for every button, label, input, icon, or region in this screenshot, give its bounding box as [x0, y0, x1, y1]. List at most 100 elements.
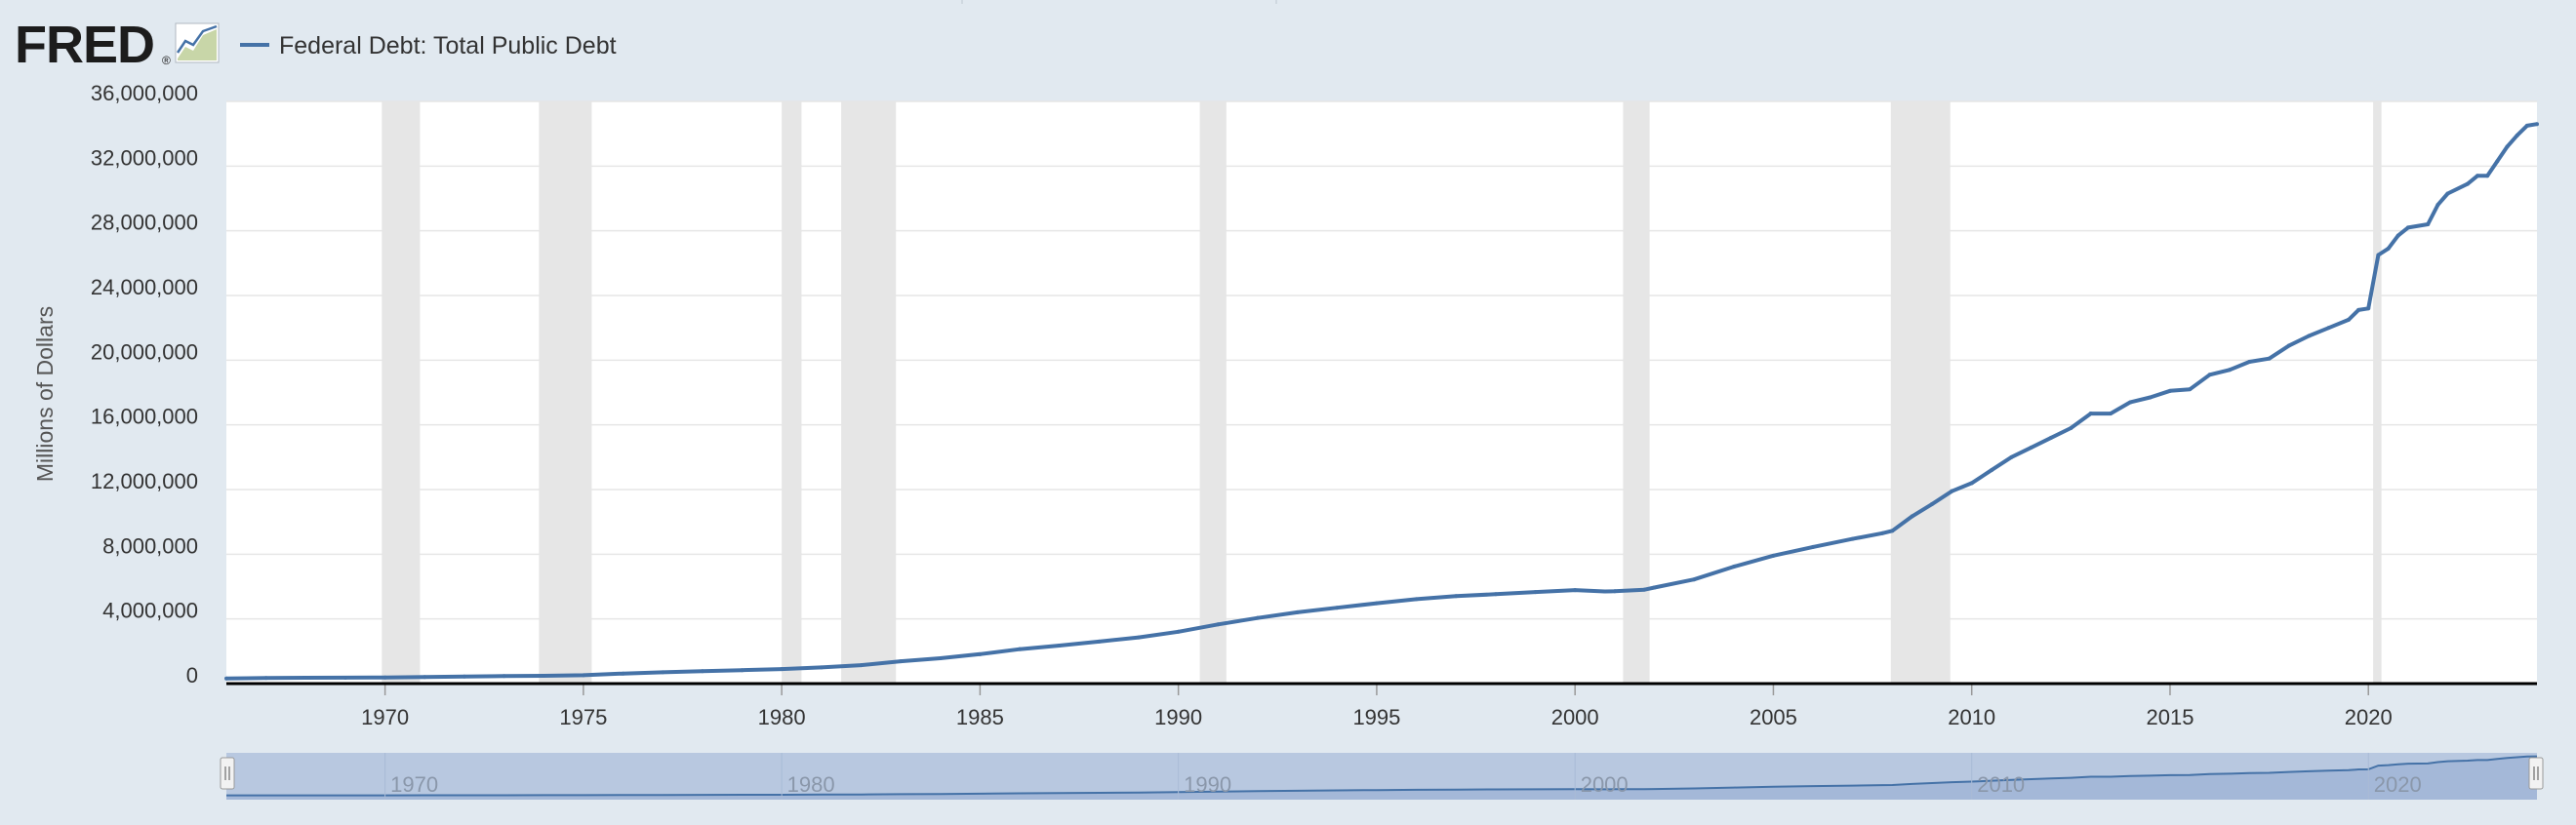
- data-point: [2009, 454, 2014, 459]
- data-point: [542, 674, 546, 679]
- data-point: [1890, 529, 1895, 533]
- data-point: [2088, 412, 2093, 416]
- data-point: [2485, 174, 2490, 178]
- data-point: [1018, 647, 1023, 651]
- navigator-series-area: [226, 756, 2537, 800]
- y-tick-label: 24,000,000: [91, 275, 198, 299]
- x-tick-label: 1975: [559, 705, 607, 729]
- data-point: [661, 670, 665, 675]
- range-handle-icon[interactable]: [2528, 757, 2544, 790]
- data-point: [1493, 592, 1498, 597]
- fred-chart-logo-icon: [175, 22, 220, 63]
- data-point: [1137, 635, 1142, 640]
- legend-label: Federal Debt: Total Public Debt: [279, 32, 617, 59]
- data-point: [1533, 590, 1538, 595]
- data-point: [2286, 343, 2291, 348]
- data-point: [423, 675, 427, 680]
- legend[interactable]: Federal Debt: Total Public Debt: [240, 32, 617, 59]
- navigator-tick-label: 2020: [2374, 772, 2422, 797]
- data-point: [1990, 468, 1994, 473]
- data-point: [1454, 594, 1459, 599]
- data-point: [502, 674, 506, 679]
- data-point: [899, 659, 904, 664]
- data-point: [1176, 629, 1181, 634]
- data-point: [1602, 589, 1607, 594]
- y-axis-title: Millions of Dollars: [32, 306, 58, 482]
- data-point: [2515, 133, 2519, 138]
- data-point: [2049, 435, 2054, 440]
- navigator-tick-label: 2000: [1581, 772, 1629, 797]
- recession-band: [1890, 101, 1951, 684]
- data-point: [2505, 144, 2510, 149]
- data-point: [2227, 368, 2232, 373]
- top-divider: [1275, 0, 1277, 4]
- data-point: [382, 675, 387, 680]
- data-point: [2376, 253, 2381, 257]
- y-tick-label: 28,000,000: [91, 211, 198, 235]
- data-point: [1295, 609, 1300, 614]
- data-point: [1880, 530, 1885, 535]
- range-navigator[interactable]: 1970 1980 1990 2000 2010 2020: [220, 753, 2544, 800]
- fred-logo[interactable]: FRED ®: [15, 16, 220, 74]
- data-point: [2148, 395, 2153, 400]
- data-point: [263, 676, 268, 681]
- x-tick-label: 1985: [956, 705, 1004, 729]
- data-point: [1850, 536, 1855, 541]
- data-point: [1692, 577, 1697, 582]
- top-divider: [961, 0, 963, 4]
- navigator-tick-label: 2010: [1977, 772, 2025, 797]
- x-tick-label: 2015: [2146, 705, 2194, 729]
- y-tick-label: 36,000,000: [91, 81, 198, 105]
- data-point: [2167, 388, 2172, 393]
- data-point: [2108, 412, 2113, 416]
- data-point: [2366, 306, 2371, 311]
- x-tick-label: 1995: [1352, 705, 1400, 729]
- data-point: [303, 676, 308, 681]
- series-line[interactable]: [225, 122, 2538, 681]
- data-point: [1652, 585, 1657, 590]
- data-point: [342, 675, 347, 680]
- data-point: [2465, 181, 2470, 186]
- data-point: [938, 655, 943, 660]
- data-point: [1771, 553, 1776, 558]
- data-point: [1057, 644, 1062, 648]
- data-point: [2405, 225, 2410, 230]
- x-tick-label: 2000: [1551, 705, 1599, 729]
- data-point: [1969, 481, 1974, 486]
- data-point: [2128, 400, 2133, 405]
- x-tick-label: 2005: [1750, 705, 1797, 729]
- range-handle-icon[interactable]: [220, 757, 235, 790]
- recession-band: [841, 101, 897, 684]
- data-point: [2524, 123, 2529, 128]
- data-point: [700, 669, 704, 674]
- data-point: [1573, 588, 1578, 593]
- navigator-tick-label: 1980: [787, 772, 835, 797]
- navigator-series-line: [226, 755, 2538, 797]
- data-point: [2435, 203, 2440, 208]
- data-point: [1811, 544, 1816, 549]
- data-point: [1930, 501, 1935, 506]
- x-tick-label: 2020: [2345, 705, 2393, 729]
- y-tick-label: 0: [186, 663, 198, 688]
- recession-band: [1623, 101, 1650, 684]
- data-point: [1731, 565, 1736, 570]
- data-point: [1950, 489, 1954, 493]
- data-point: [978, 651, 983, 656]
- data-point: [1642, 587, 1647, 592]
- data-point: [2356, 307, 2361, 312]
- logo-text: FRED: [15, 16, 154, 74]
- data-point: [2475, 174, 2480, 178]
- data-point: [1910, 514, 1914, 519]
- x-tick-label: 1970: [361, 705, 409, 729]
- recession-band: [782, 101, 802, 684]
- data-point: [2445, 191, 2450, 196]
- y-tick-label: 12,000,000: [91, 469, 198, 493]
- data-point: [2247, 359, 2252, 364]
- data-point: [2386, 246, 2391, 251]
- data-point: [224, 676, 228, 681]
- y-tick-label: 20,000,000: [91, 339, 198, 364]
- data-point: [621, 671, 625, 676]
- data-point: [2207, 373, 2212, 377]
- navigator-tick-label: 1990: [1184, 772, 1231, 797]
